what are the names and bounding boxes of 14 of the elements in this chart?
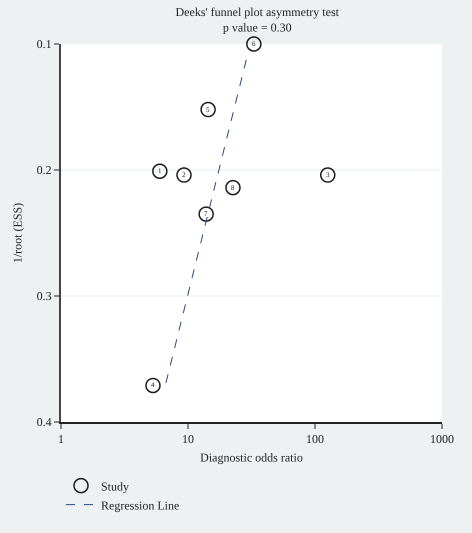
chart-title: Deeks' funnel plot asymmetry test — [176, 4, 340, 19]
x-axis-title: Diagnostic odds ratio — [200, 450, 303, 465]
x-tick-label: 1000 — [430, 432, 454, 446]
x-tick-label: 100 — [306, 432, 324, 446]
y-tick-label: 0.2 — [36, 163, 52, 178]
legend-label: Study — [101, 479, 130, 494]
chart-subtitle: p value = 0.30 — [222, 20, 292, 35]
y-tick-label: 0.1 — [36, 37, 52, 52]
x-tick-label: 10 — [182, 432, 194, 446]
y-tick-label: 0.4 — [36, 415, 52, 430]
legend-label: Regression Line — [101, 498, 180, 512]
y-tick-label: 0.3 — [36, 289, 52, 304]
x-tick-label: 1 — [58, 432, 64, 446]
y-axis-title: 1/root (ESS) — [10, 202, 24, 264]
